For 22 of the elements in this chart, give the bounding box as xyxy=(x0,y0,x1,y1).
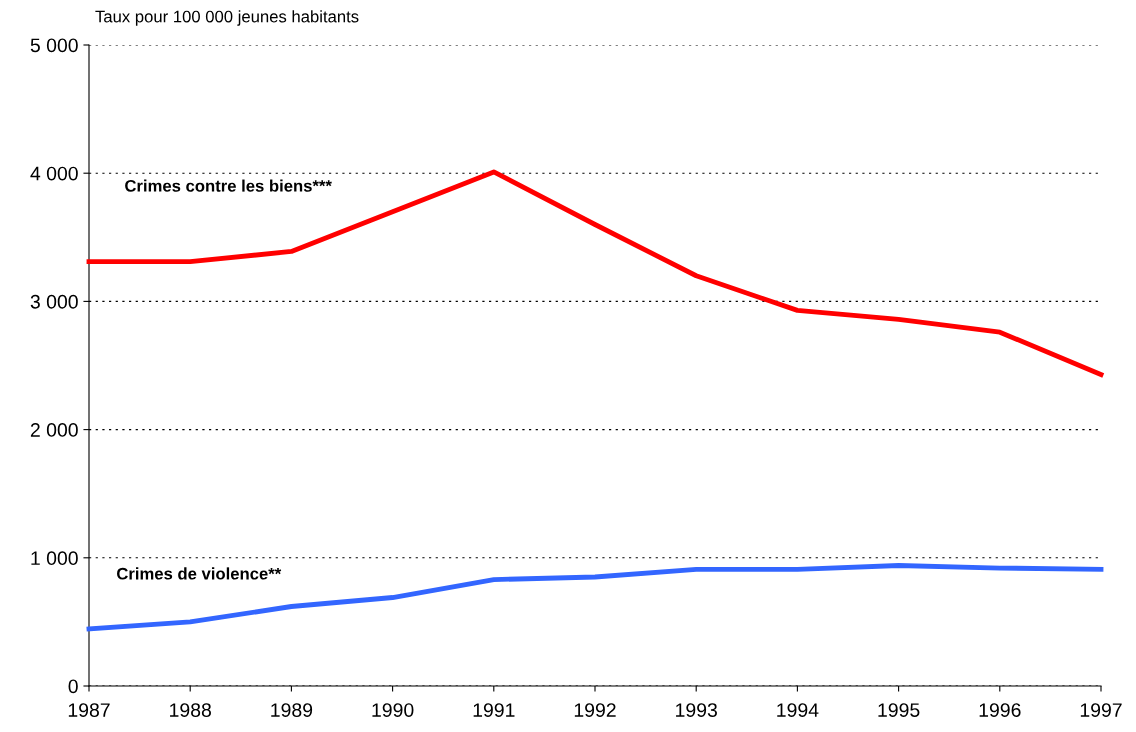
y-tick-label: 2 000 xyxy=(30,423,78,437)
y-tick-label: 4 000 xyxy=(30,166,78,181)
y-tick-label: 3 000 xyxy=(30,294,78,309)
y-tick-label: 1 000 xyxy=(31,551,78,566)
x-tick-label: 1997 xyxy=(1080,703,1122,717)
x-tick-label: 1990 xyxy=(372,703,414,717)
x-tick-label: 1995 xyxy=(878,703,920,717)
x-tick-label: 1992 xyxy=(574,703,616,717)
y-axis-title: Taux pour 100 000 jeunes habitants xyxy=(95,10,359,26)
x-tick-label: 1991 xyxy=(473,703,515,717)
x-tick-label: 1988 xyxy=(170,703,211,717)
line-series xyxy=(86,563,1104,632)
x-tick-label: 1993 xyxy=(676,703,717,717)
x-tick-label: 1994 xyxy=(777,703,819,717)
line-series xyxy=(86,169,1104,377)
y-tick-label: 5 000 xyxy=(30,38,78,53)
y-tick-label: 0 xyxy=(68,679,78,694)
series-label: Crimes de violence** xyxy=(117,567,282,580)
text: Crimes contre les biens*** xyxy=(125,179,332,192)
x-tick-label: 1987 xyxy=(68,703,110,717)
x-tick-label: 1989 xyxy=(271,703,313,717)
x-tick-label: 1996 xyxy=(979,703,1021,717)
